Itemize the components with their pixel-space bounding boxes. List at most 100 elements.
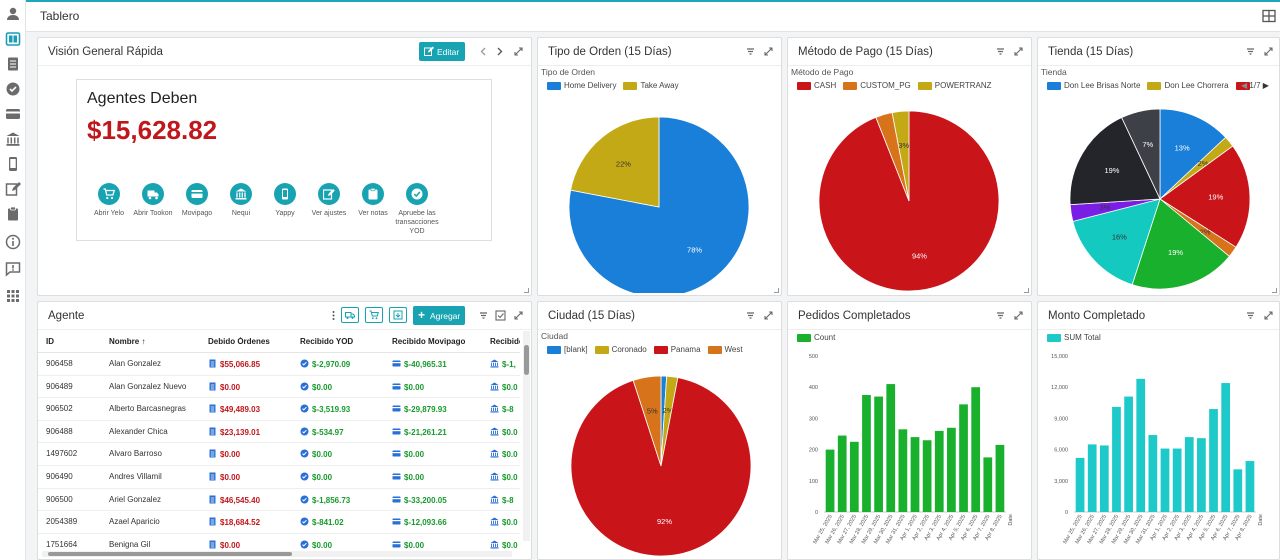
- legend-item[interactable]: Count: [797, 333, 835, 342]
- clipboard-icon[interactable]: [5, 206, 21, 222]
- bar[interactable]: [1160, 448, 1170, 512]
- bar[interactable]: [1233, 469, 1243, 512]
- bar[interactable]: [947, 427, 956, 512]
- bar[interactable]: [1099, 445, 1109, 512]
- chevron-left-icon[interactable]: [478, 46, 489, 57]
- table-row[interactable]: 906500 Ariel Gonzalez $46,545.40 $-1,856.73…: [38, 489, 520, 512]
- legend-item[interactable]: CASH: [797, 81, 836, 90]
- expand-icon[interactable]: [763, 310, 774, 321]
- bar[interactable]: [1075, 457, 1085, 512]
- pie-slice[interactable]: [1121, 108, 1161, 200]
- pie-slice[interactable]: [632, 375, 662, 467]
- feedback-icon[interactable]: [5, 261, 21, 277]
- edit-button[interactable]: Editar: [419, 42, 465, 61]
- pie-slice[interactable]: [570, 116, 660, 208]
- legend-item[interactable]: POWERTRANZ: [917, 81, 992, 90]
- expand-icon[interactable]: [1263, 310, 1274, 321]
- apps-grid-icon[interactable]: [5, 288, 21, 304]
- expand-icon[interactable]: [513, 310, 524, 321]
- resize-handle[interactable]: [1272, 288, 1277, 293]
- resize-handle[interactable]: [774, 288, 779, 293]
- bar[interactable]: [1087, 444, 1097, 512]
- bar[interactable]: [862, 395, 871, 512]
- scroll-thumb[interactable]: [524, 345, 529, 375]
- export-button[interactable]: [389, 307, 407, 323]
- pie-slice[interactable]: [1159, 145, 1251, 248]
- expand-icon[interactable]: [513, 46, 524, 57]
- bar[interactable]: [898, 429, 908, 512]
- layout-grid-icon[interactable]: [1262, 9, 1276, 23]
- col-id[interactable]: ID: [46, 337, 54, 346]
- legend-item[interactable]: Don Lee Brisas Norte: [1047, 81, 1140, 90]
- expand-icon[interactable]: [1013, 46, 1024, 57]
- bar[interactable]: [1136, 378, 1146, 512]
- pie-slice[interactable]: [1069, 117, 1161, 206]
- bar[interactable]: [922, 440, 932, 512]
- dashboard-icon[interactable]: [5, 31, 21, 47]
- resize-handle[interactable]: [524, 288, 529, 293]
- bar[interactable]: [1197, 438, 1206, 512]
- filter-icon[interactable]: [745, 46, 756, 57]
- table-row[interactable]: 906490 Andres Villamil $0.00 $0.00 $0.00 $0.0: [38, 466, 520, 489]
- bar[interactable]: [1112, 406, 1121, 512]
- bar[interactable]: [983, 457, 993, 512]
- action-movipago[interactable]: Movipago: [175, 183, 219, 218]
- filter-icon[interactable]: [1245, 310, 1256, 321]
- cart-button[interactable]: [365, 307, 383, 323]
- bar[interactable]: [1221, 383, 1231, 512]
- horizontal-scrollbar[interactable]: [42, 551, 512, 557]
- pie-slice[interactable]: [1131, 198, 1230, 290]
- legend-item[interactable]: Coronado: [594, 345, 647, 354]
- delivery-button[interactable]: [341, 307, 359, 323]
- filter-icon[interactable]: [478, 310, 489, 321]
- checkbox-icon[interactable]: [495, 310, 506, 321]
- expand-icon[interactable]: [1013, 310, 1024, 321]
- bar[interactable]: [837, 435, 847, 512]
- action-nequi[interactable]: Nequi: [219, 183, 263, 218]
- expand-icon[interactable]: [763, 46, 774, 57]
- card-icon[interactable]: [5, 106, 21, 122]
- vertical-scrollbar[interactable]: [523, 331, 530, 541]
- action-abrir-tookon[interactable]: Abrir Tookon: [131, 183, 175, 218]
- col-due-orders[interactable]: Debido Órdenes: [208, 337, 270, 346]
- info-icon[interactable]: [5, 234, 21, 250]
- chevron-right-icon[interactable]: [494, 46, 505, 57]
- filter-icon[interactable]: [745, 310, 756, 321]
- bar[interactable]: [934, 430, 944, 512]
- legend-next-icon[interactable]: ▶: [1262, 81, 1269, 90]
- expand-icon[interactable]: [1263, 46, 1274, 57]
- document-icon[interactable]: [5, 56, 21, 72]
- table-row[interactable]: 1751664 Benigna Gil $0.00 $0.00 $0.00 $0.0: [38, 534, 520, 549]
- action-apruebe-las-transacciones-yod[interactable]: Apruebe las transacciones YOD: [395, 183, 439, 236]
- legend-item[interactable]: SUM Total: [1047, 333, 1101, 342]
- col-received-yod[interactable]: Recibido YOD: [300, 337, 354, 346]
- filter-icon[interactable]: [995, 46, 1006, 57]
- bar[interactable]: [1209, 409, 1218, 512]
- table-row[interactable]: 906489 Alan Gonzalez Nuevo $0.00 $0.00 $0.00…: [38, 376, 520, 399]
- legend-item[interactable]: Don Lee Chorrera: [1147, 81, 1229, 90]
- legend-item[interactable]: Home Delivery: [547, 81, 616, 90]
- table-row[interactable]: 2054389 Azael Aparicio $18,684.52 $-841.02 $…: [38, 511, 520, 534]
- user-icon[interactable]: [5, 6, 21, 22]
- phone-icon[interactable]: [5, 156, 21, 172]
- filter-icon[interactable]: [995, 310, 1006, 321]
- filter-icon[interactable]: [1245, 46, 1256, 57]
- legend-item[interactable]: [blank]: [547, 345, 588, 354]
- edit-icon[interactable]: [5, 181, 21, 197]
- bar[interactable]: [849, 441, 859, 512]
- pie-slice[interactable]: [570, 377, 752, 557]
- legend-prev-icon[interactable]: ◀: [1241, 81, 1248, 90]
- scroll-thumb[interactable]: [48, 552, 292, 556]
- legend-item[interactable]: CUSTOM_PG: [843, 81, 911, 90]
- bank-icon[interactable]: [5, 131, 21, 147]
- table-row[interactable]: 1497602 Alvaro Barroso $0.00 $0.00 $0.00 $0.0: [38, 443, 520, 466]
- pie-slice[interactable]: [1159, 108, 1227, 200]
- bar[interactable]: [959, 404, 968, 512]
- pie-slice[interactable]: [891, 110, 910, 202]
- legend-item[interactable]: West: [707, 345, 743, 354]
- col-received-movipago[interactable]: Recibido Movipago: [392, 337, 466, 346]
- bar[interactable]: [874, 396, 883, 512]
- table-row[interactable]: 906488 Alexander Chica $23,139.01 $-534.97 $…: [38, 421, 520, 444]
- check-circle-icon[interactable]: [5, 81, 21, 97]
- bar[interactable]: [995, 444, 1005, 512]
